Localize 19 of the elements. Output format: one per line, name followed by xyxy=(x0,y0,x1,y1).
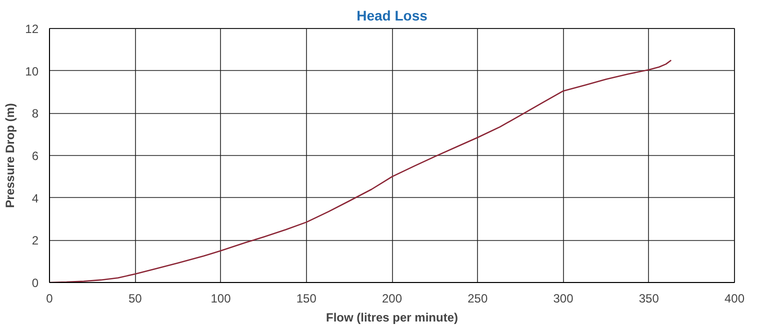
y-tick-label: 12 xyxy=(25,22,39,36)
x-tick-label: 0 xyxy=(46,292,54,306)
x-tick-label: 400 xyxy=(724,292,745,306)
y-tick-label: 6 xyxy=(32,149,39,163)
y-axis-title: Pressure Drop (m) xyxy=(3,103,18,208)
y-tick-label: 10 xyxy=(25,64,39,78)
x-tick-label: 250 xyxy=(468,292,488,306)
chart-title: Head Loss xyxy=(356,8,428,24)
x-axis-title: Flow (litres per minute) xyxy=(326,310,458,324)
y-tick-label: 2 xyxy=(32,234,39,248)
y-tick-label: 8 xyxy=(32,106,39,121)
x-tick-label: 200 xyxy=(382,292,402,306)
x-tick-label: 350 xyxy=(638,292,660,306)
x-tick-label: 50 xyxy=(128,292,142,306)
y-tick-label: 4 xyxy=(32,191,39,206)
x-tick-label: 300 xyxy=(553,292,574,306)
y-tick-label: 0 xyxy=(32,276,39,290)
x-tick-label: 100 xyxy=(210,292,232,306)
x-tick-label: 150 xyxy=(296,292,317,306)
